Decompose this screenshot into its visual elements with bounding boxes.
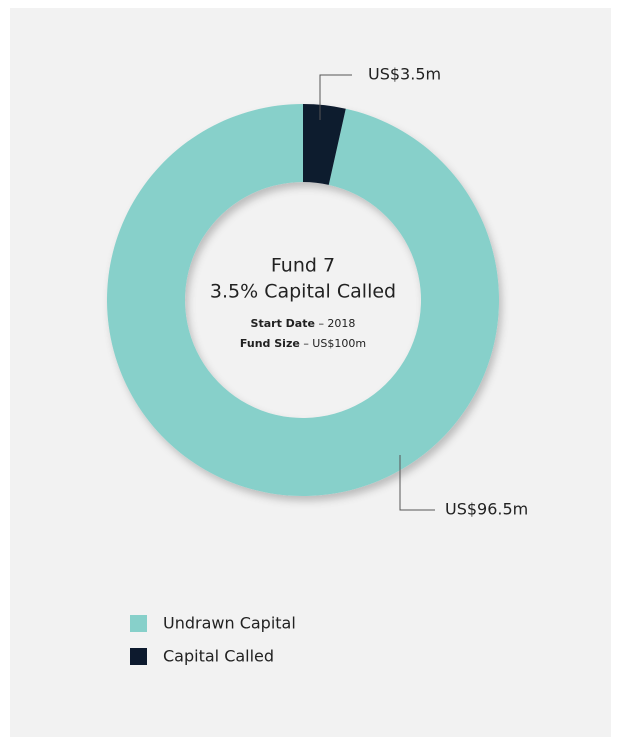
legend-swatch (130, 648, 147, 665)
detail: Start Date – 2018 (251, 317, 356, 330)
legend-label: Capital Called (163, 647, 274, 666)
value-label: US$96.5m (445, 500, 528, 519)
detail-text: – US$100m (303, 337, 366, 350)
detail-label: Fund Size (240, 337, 300, 350)
donut (106, 104, 499, 496)
detail: Fund Size – US$100m (240, 337, 366, 350)
slice (303, 104, 346, 185)
slice (106, 104, 499, 496)
value-label: US$3.5m (368, 65, 441, 84)
leader-line (399, 455, 435, 511)
detail-text: – 2018 (318, 317, 355, 330)
legend-label: Undrawn Capital (163, 614, 296, 633)
center-subtitle: 3.5% Capital Called (210, 281, 396, 303)
leader-line (319, 74, 352, 120)
center-title: Fund 7 (271, 255, 335, 277)
legend-swatch (130, 615, 147, 632)
detail-label: Start Date (251, 317, 315, 330)
